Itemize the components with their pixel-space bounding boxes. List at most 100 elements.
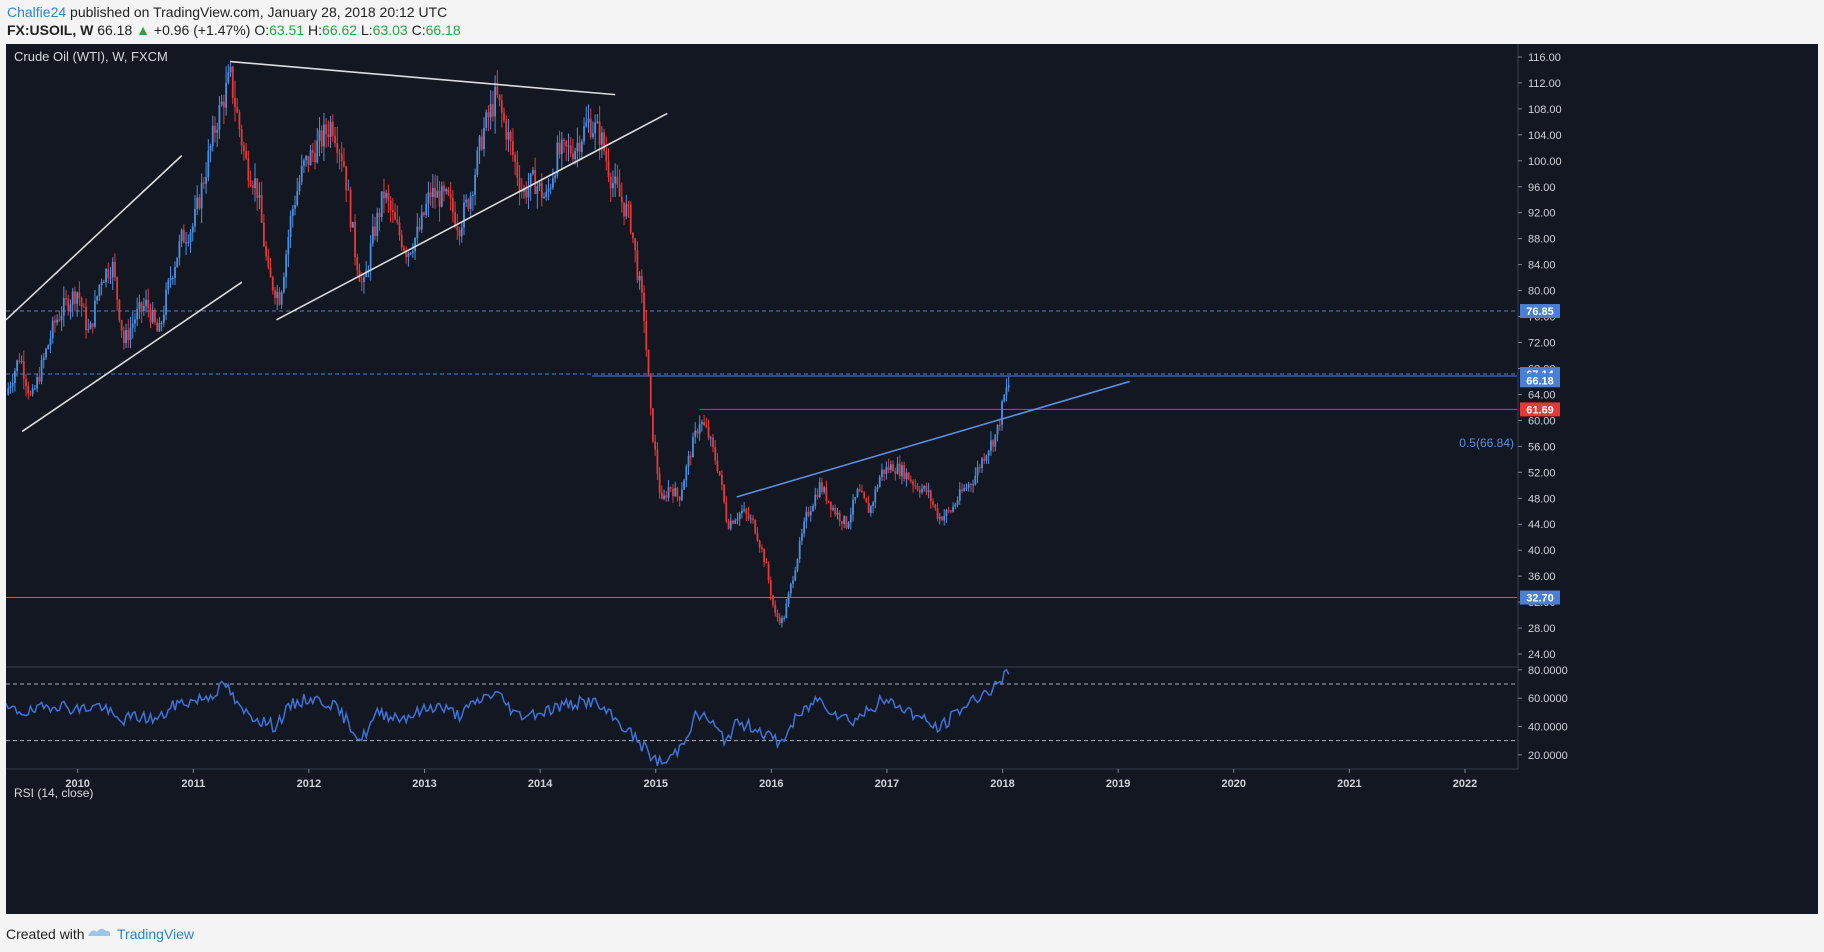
candle-body (320, 130, 323, 147)
candle-body (769, 580, 772, 596)
candle-body (712, 437, 714, 448)
candle-body (325, 124, 328, 135)
candle-body (596, 121, 599, 123)
candle-body (174, 266, 176, 278)
candle-body (451, 198, 454, 213)
candle-body (958, 489, 961, 501)
price-badge-label: 32.70 (1526, 593, 1554, 605)
axes-layer: 116.00 112.00 108.00 104.00 100.00 96.00 92.00… (6, 44, 1568, 790)
candle-body (189, 232, 192, 243)
up-arrow-icon: ▲ (136, 22, 151, 38)
candle-body (251, 185, 254, 188)
candle-body (896, 463, 899, 474)
candle-body (778, 617, 781, 624)
candle-body (487, 112, 490, 118)
candle-body (403, 247, 405, 251)
candle-body (500, 100, 503, 113)
candle-body (178, 241, 181, 258)
candle-body (672, 488, 674, 497)
candle-body (254, 178, 256, 188)
candle-body (738, 513, 741, 519)
candle-body (685, 466, 688, 481)
price-tick-label: 40.00 (1528, 545, 1556, 557)
tradingview-link[interactable]: TradingView (117, 926, 195, 942)
low-value: 63.03 (372, 22, 408, 38)
symbol-label: FX:USOIL, W (7, 22, 94, 38)
candle-body (96, 296, 99, 301)
candle-body (449, 194, 452, 199)
candle-body (709, 437, 712, 439)
candle-body (563, 139, 565, 141)
high-label: H: (308, 22, 323, 38)
candle-body (356, 257, 359, 271)
candle-body (9, 386, 12, 389)
candle-body (714, 447, 717, 461)
candle-body (609, 176, 612, 189)
candle-body (458, 230, 461, 237)
candle-body (283, 276, 285, 293)
candle-body (669, 487, 672, 489)
candle-body (511, 141, 514, 155)
candle-body (632, 232, 634, 239)
candle-body (65, 298, 67, 300)
candle-body (874, 489, 877, 503)
candle-body (792, 580, 794, 584)
candle-body (94, 300, 96, 327)
candle-body (723, 484, 726, 503)
candle-body (416, 226, 419, 239)
high-value: 66.62 (322, 22, 358, 38)
candle-body (654, 441, 657, 450)
candle-body (385, 192, 388, 199)
candle-body (285, 254, 288, 277)
chart-panel[interactable]: 116.00 112.00 108.00 104.00 100.00 96.00 92.00… (6, 44, 1818, 914)
fib-label: 0.5(66.84) (1459, 436, 1514, 450)
candle-body (327, 134, 330, 138)
candle-body (483, 127, 485, 150)
candle-body (456, 226, 459, 231)
candle-body (865, 498, 868, 503)
candle-body (260, 195, 263, 223)
candle-body (343, 161, 345, 167)
candle-body (503, 112, 505, 121)
rsi-tick-label: 80.0000 (1528, 665, 1568, 677)
candle-body (347, 189, 350, 191)
time-tick-label: 2021 (1337, 778, 1361, 790)
candle-body (305, 156, 308, 161)
candle-body (783, 618, 786, 620)
candle-body (845, 516, 848, 528)
price-tick-label: 96.00 (1528, 182, 1556, 194)
candle-body (552, 178, 554, 188)
candle-body (856, 489, 859, 498)
horizontal-levels (6, 310, 1517, 599)
candle-body (109, 277, 112, 279)
candle-body (29, 393, 32, 395)
candle-body (754, 520, 757, 534)
candle-body (949, 510, 952, 512)
candle-body (698, 424, 701, 434)
candle-body (438, 190, 441, 207)
candle-body (987, 450, 990, 456)
candle-body (289, 215, 292, 238)
candle-body (827, 500, 830, 502)
candle-body (463, 202, 465, 228)
candle-body (836, 512, 839, 515)
candle-body (180, 229, 183, 242)
time-tick-label: 2010 (65, 778, 89, 790)
candle-body (998, 424, 1001, 426)
candle-body (114, 261, 116, 278)
candle-body (365, 270, 368, 278)
price-chart[interactable]: 116.00 112.00 108.00 104.00 100.00 96.00 92.00… (6, 44, 1818, 914)
candle-body (634, 238, 637, 251)
created-with-text: Created with (6, 926, 85, 942)
candle-body (996, 424, 999, 435)
price-badge (1520, 373, 1560, 388)
trendline (6, 155, 183, 321)
candle-body (594, 122, 597, 134)
candle-body (569, 145, 572, 154)
price-tick-label: 72.00 (1528, 338, 1556, 350)
candle-body (274, 290, 276, 298)
candle-body (972, 484, 975, 486)
price-tick-label: 56.00 (1528, 441, 1556, 453)
candle-body (56, 319, 59, 323)
author-link[interactable]: Chalfie24 (7, 4, 67, 20)
